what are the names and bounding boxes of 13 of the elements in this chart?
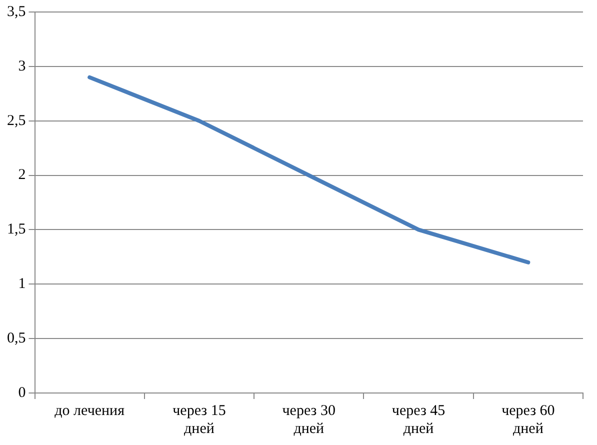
y-tick-label: 0,5 <box>7 330 26 347</box>
x-tick-label: через 30 дней <box>282 402 336 437</box>
y-tick-label: 3 <box>18 58 26 74</box>
y-tick-label: 1 <box>18 276 26 292</box>
x-tick-label: через 60 дней <box>502 402 555 437</box>
y-tick-label: 3,5 <box>7 4 26 20</box>
x-tick-label: через 15 дней <box>172 402 226 437</box>
x-tick-label: через 45 дней <box>392 402 446 437</box>
y-tick-label: 0 <box>18 384 26 401</box>
y-tick-label: 2,5 <box>7 112 26 129</box>
y-tick-label: 2 <box>18 167 26 184</box>
y-tick-label: 1,5 <box>7 222 26 238</box>
x-tick-label: до лечения <box>54 402 125 419</box>
